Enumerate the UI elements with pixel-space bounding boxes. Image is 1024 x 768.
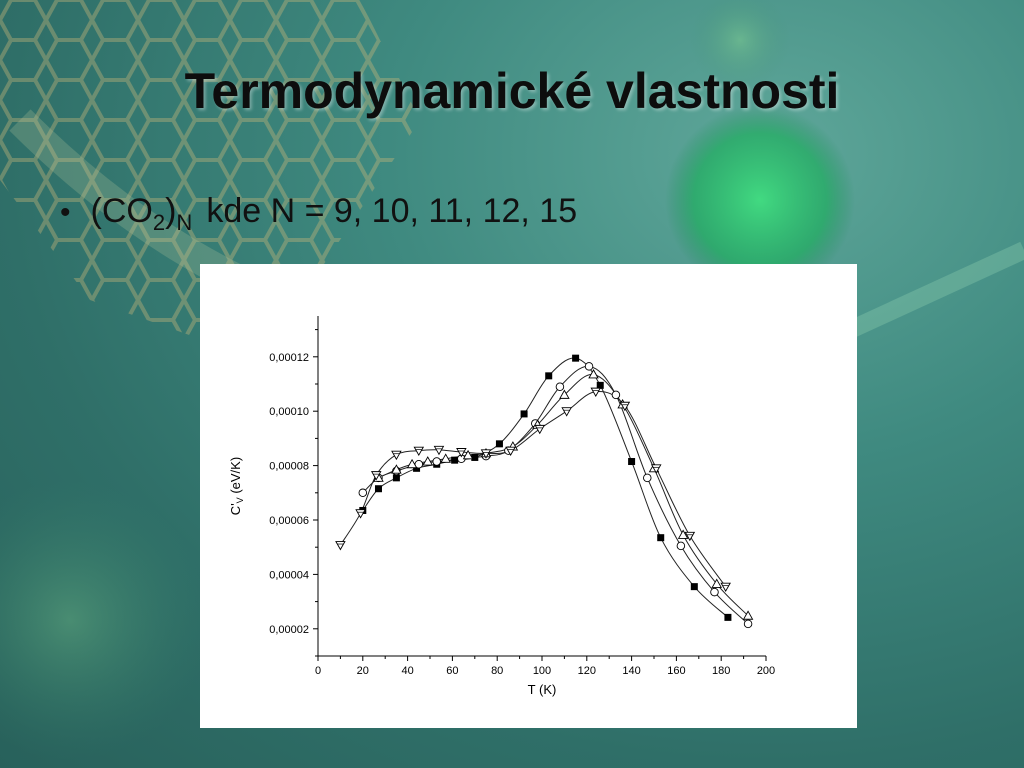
bullet-icon: • xyxy=(60,196,71,229)
series-markers xyxy=(335,354,754,629)
data-point xyxy=(690,583,698,591)
data-point xyxy=(724,613,732,621)
data-point xyxy=(611,390,621,400)
y-tick-label: 0,00004 xyxy=(269,569,309,581)
y-tick-label: 0,00006 xyxy=(269,515,309,527)
x-tick-label: 100 xyxy=(533,665,551,677)
data-point xyxy=(584,362,594,371)
data-point xyxy=(561,407,572,417)
data-point xyxy=(720,582,731,593)
data-point xyxy=(413,464,421,472)
data-point xyxy=(628,458,636,466)
x-axis-label: T (K) xyxy=(528,682,557,697)
data-point xyxy=(555,382,565,391)
data-point xyxy=(374,485,382,493)
data-point xyxy=(422,456,434,466)
data-point xyxy=(335,541,346,551)
bullet-item: • (CO2)N kde N = 9, 10, 11, 12, 15 xyxy=(60,192,577,236)
data-point xyxy=(392,474,400,482)
chart-panel: 0 20 40 60 80 100 120 140 160 180 200 0,00002 0,0000… xyxy=(200,264,857,728)
data-point xyxy=(520,410,528,418)
data-point xyxy=(440,453,451,463)
data-point xyxy=(480,449,492,459)
data-point xyxy=(406,458,418,469)
x-tick-label: 60 xyxy=(446,665,458,677)
data-point xyxy=(433,445,445,456)
x-tick-label: 160 xyxy=(667,665,685,677)
data-point xyxy=(650,464,662,474)
x-tick-label: 20 xyxy=(357,665,369,677)
chart: 0 20 40 60 80 100 120 140 160 180 200 0,00002 0,0000… xyxy=(228,316,775,697)
data-point xyxy=(370,471,382,481)
x-tick-label: 200 xyxy=(757,665,775,677)
x-tick-label: 80 xyxy=(491,665,503,677)
y-tick-label: 0,00008 xyxy=(269,461,309,473)
x-tick-label: 0 xyxy=(315,665,321,677)
formula-close: ) xyxy=(165,192,177,230)
data-point xyxy=(743,619,753,629)
data-point xyxy=(590,387,602,398)
data-point xyxy=(572,354,580,362)
data-point xyxy=(559,389,570,399)
data-point xyxy=(710,587,719,597)
series-curves xyxy=(339,357,749,625)
axis-ticks: 0 20 40 60 80 100 120 140 160 180 200 0,00002 0,0000… xyxy=(269,329,775,677)
data-point xyxy=(545,372,553,380)
formula-base: (CO xyxy=(90,192,153,230)
x-tick-label: 120 xyxy=(578,665,596,677)
data-point xyxy=(677,529,689,539)
data-point xyxy=(391,464,402,474)
data-point xyxy=(358,488,368,498)
data-point xyxy=(456,448,467,458)
series-line xyxy=(339,390,727,587)
data-point xyxy=(413,446,425,457)
data-point xyxy=(676,541,686,551)
data-point xyxy=(711,578,722,588)
data-point xyxy=(495,440,503,448)
bullet-text: kde N = 9, 10, 11, 12, 15 xyxy=(206,192,578,230)
data-point xyxy=(742,610,754,620)
data-point xyxy=(534,424,546,435)
data-point xyxy=(684,531,696,542)
data-point xyxy=(657,534,665,542)
y-tick-label: 0,00012 xyxy=(269,352,309,364)
data-point xyxy=(451,456,459,464)
x-tick-label: 40 xyxy=(401,665,413,677)
x-tick-label: 140 xyxy=(622,665,640,677)
data-point xyxy=(505,446,516,457)
data-point xyxy=(643,473,652,483)
data-point xyxy=(432,457,441,466)
data-point xyxy=(588,369,599,379)
x-tick-label: 180 xyxy=(712,665,730,677)
data-point xyxy=(462,449,474,460)
formula-subscript: 2 xyxy=(152,209,166,235)
y-tick-label: 0,00002 xyxy=(269,624,309,636)
slide-title: Termodynamické vlastnosti xyxy=(184,63,840,119)
data-point xyxy=(355,509,366,519)
data-point xyxy=(391,450,402,461)
data-point xyxy=(471,453,479,461)
formula: (CO2)N xyxy=(91,192,193,236)
y-tick-label: 0,00010 xyxy=(269,406,309,418)
series-line xyxy=(362,357,729,618)
y-axis-label: C'V (eV/K) xyxy=(228,457,245,515)
data-point xyxy=(596,381,604,389)
formula-index: N xyxy=(176,209,193,235)
data-point xyxy=(619,401,631,412)
